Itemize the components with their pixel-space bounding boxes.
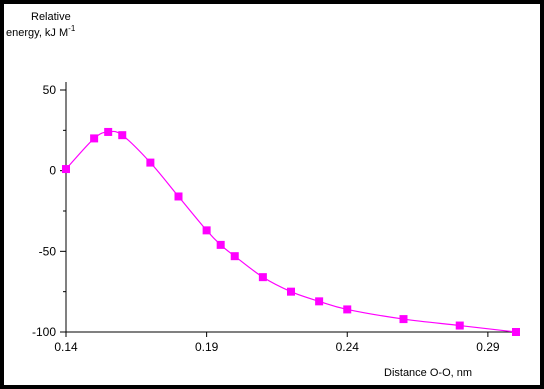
ticks: -100 -50 0 50 0.14 0.19 0.24 0.29: [32, 83, 500, 354]
y-axis-title-line2: energy, kJ M-1: [6, 24, 76, 39]
data-point: [62, 165, 70, 174]
series-line: [65, 130, 517, 333]
chart-frame: Relative energy, kJ M-1 -100 -50 0 50 0.14 0.…: [4, 4, 540, 385]
data-point: [90, 134, 99, 143]
x-tick-label: 0.14: [54, 340, 78, 354]
axes: [65, 82, 516, 333]
data-point: [315, 297, 324, 306]
data-point: [512, 328, 520, 336]
y-axis-title-line1: Relative: [31, 11, 71, 23]
data-point: [230, 252, 239, 261]
data-point: [104, 127, 113, 136]
data-point: [399, 315, 408, 324]
y-tick-label: 50: [43, 83, 57, 97]
data-point: [146, 158, 155, 167]
x-axis-title: Distance O-O, nm: [384, 367, 472, 379]
x-tick-label: 0.29: [476, 340, 500, 354]
x-tick-label: 0.24: [336, 340, 360, 354]
data-point: [202, 226, 211, 235]
y-axis-title-text: energy, kJ M: [6, 27, 68, 39]
energy-distance-chart: Relative energy, kJ M-1 -100 -50 0 50 0.14 0.…: [6, 11, 520, 379]
series-layer: [62, 127, 520, 336]
data-point: [287, 287, 295, 296]
data-point: [455, 321, 464, 330]
data-point: [118, 131, 127, 140]
data-point: [174, 192, 183, 201]
data-point: [216, 240, 225, 249]
data-point: [258, 273, 267, 282]
y-tick-label: -100: [32, 325, 56, 339]
y-tick-label: -50: [39, 244, 57, 258]
y-tick-label: 0: [49, 164, 56, 178]
data-point: [343, 305, 352, 314]
y-axis-title-superscript: -1: [68, 24, 76, 33]
x-tick-label: 0.19: [195, 340, 219, 354]
